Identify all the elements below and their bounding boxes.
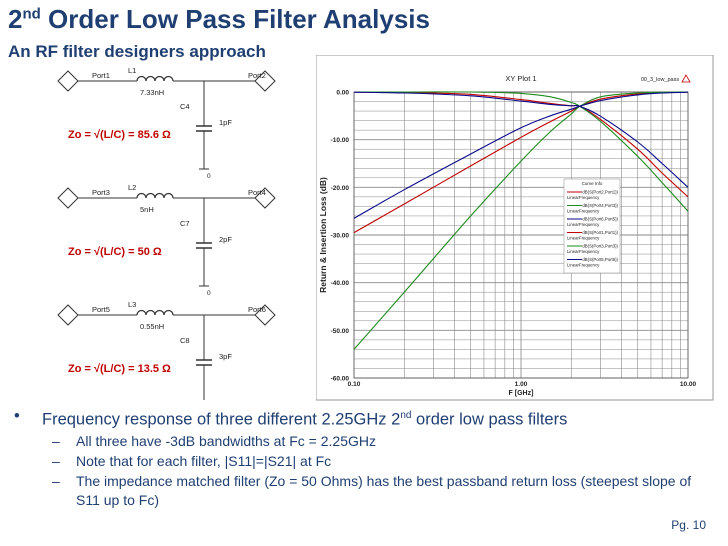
cap-name: C4 — [180, 102, 190, 111]
inductor-name: L3 — [128, 300, 136, 309]
series-line — [353, 91, 689, 350]
legend-entry-sub: LinearFrequency — [567, 222, 600, 227]
y-tick-label: -30.00 — [331, 233, 350, 240]
legend-entry-sub: LinearFrequency — [567, 195, 600, 200]
legend-title: Curve Info — [582, 181, 603, 186]
bullet-main: • Frequency response of three different 2… — [14, 407, 568, 429]
plot-legend: Curve InfodB(S(Port2,Port1))LinearFreque… — [563, 178, 621, 274]
zo-label: Zo = √(L/C) = 50 Ω — [68, 246, 162, 258]
legend-entry-sub: LinearFrequency — [567, 249, 600, 254]
slide-subtitle: An RF filter designers approach — [8, 42, 266, 61]
inductor-value: 5nH — [140, 205, 154, 214]
x-tick-label: 0.10 — [348, 381, 361, 388]
inductor-symbol — [136, 309, 174, 316]
port-in-symbol — [57, 70, 79, 92]
x-axis-label: F [GHz] — [509, 390, 534, 397]
plot-curves — [353, 91, 689, 350]
cap-name: C8 — [180, 336, 190, 345]
bullet-list: • Frequency response of three different 2… — [8, 405, 708, 510]
series-line — [353, 91, 689, 188]
zo-label: Zo = √(L/C) = 85.6 Ω — [68, 129, 171, 141]
legend-entry: dB(S(Port4,Port3)) — [582, 203, 618, 208]
series-line — [353, 91, 689, 234]
ground-label: 0 — [207, 290, 211, 297]
inductor-name: L1 — [128, 66, 136, 75]
port-in-symbol — [57, 304, 79, 326]
sub-bullet: – Note that for each filter, |S11|=|S21| … — [52, 452, 332, 469]
zo-label: Zo = √(L/C) = 13.5 Ω — [68, 363, 171, 375]
y-axis-label: Return & Insertion Loss (dB) — [318, 177, 328, 293]
x-tick-label: 10.00 — [680, 381, 697, 388]
inductor-symbol — [136, 75, 174, 82]
x-tick-label: 1.00 — [515, 381, 528, 388]
plot-title: XY Plot 1 — [505, 74, 536, 83]
legend-entry-sub: LinearFrequency — [567, 263, 600, 268]
legend-box — [563, 178, 621, 274]
plot-grid — [353, 91, 689, 379]
inductor-value: 0.55nH — [140, 322, 164, 331]
sub-bullet: – The impedance matched filter (Zo = 50 O… — [52, 472, 692, 508]
schematics: Port1 Port2 L1 7.33nH C4 1pF 0 Zo = √(L/C) = 85… — [57, 66, 276, 400]
cap-value: 1pF — [219, 118, 232, 127]
port-in-label: Port1 — [92, 71, 110, 80]
plot-frame — [316, 55, 714, 401]
port-out-symbol — [254, 304, 276, 326]
series-line — [354, 91, 689, 212]
legend-entry: dB(S(Port1,Port1)) — [582, 230, 618, 235]
port-out-symbol — [254, 187, 276, 209]
legend-entry-sub: LinearFrequency — [567, 209, 600, 214]
port-out-symbol — [254, 70, 276, 92]
port-out-label: Port4 — [248, 188, 266, 197]
warning-icon — [681, 74, 691, 83]
port-in-symbol — [57, 187, 79, 209]
legend-entry: dB(S(Port6,Port5)) — [582, 217, 618, 222]
legend-entry: dB(S(Port5,Port5)) — [582, 257, 618, 262]
xy-plot: 0.00 -10.00 -20.00 -30.00 -40.00 -50.00 -60.00… — [316, 55, 714, 401]
legend-entry: dB(S(Port3,Port3)) — [582, 244, 618, 249]
legend-entry: dB(S(Port2,Port1)) — [582, 190, 618, 195]
plot-tag: 00_3_low_pass — [641, 77, 679, 83]
port-out-label: Port6 — [248, 305, 266, 314]
y-tick-label: -10.00 — [331, 137, 350, 144]
y-tick-label: -40.00 — [331, 280, 350, 287]
y-tick-label: 0.00 — [336, 90, 349, 97]
filter-circuit: Port3 Port4 L2 5nH C7 2pF 0 Zo = √(L/C) = 50 Ω — [57, 183, 276, 297]
inductor-symbol — [136, 192, 174, 199]
series-line — [353, 91, 689, 219]
cap-name: C7 — [180, 219, 190, 228]
y-tick-label: -60.00 — [331, 376, 350, 383]
page-number: Pg. 10 — [671, 518, 706, 532]
inductor-value: 7.33nH — [140, 88, 164, 97]
filter-circuit: Port1 Port2 L1 7.33nH C4 1pF 0 Zo = √(L/C) = 85… — [57, 66, 276, 180]
cap-value: 3pF — [219, 352, 232, 361]
ground-label: 0 — [207, 173, 211, 180]
port-in-label: Port3 — [92, 188, 110, 197]
port-in-label: Port5 — [92, 305, 110, 314]
plot-labels: 0.00 -10.00 -20.00 -30.00 -40.00 -50.00 -60.00… — [318, 74, 697, 397]
plot-area-border — [353, 91, 689, 379]
inductor-name: L2 — [128, 183, 136, 192]
slide-title: 2nd Order Low Pass Filter Analysis — [8, 4, 430, 34]
legend-entry-sub: LinearFrequency — [567, 236, 600, 241]
y-tick-label: -50.00 — [331, 328, 350, 335]
port-out-label: Port2 — [248, 71, 266, 80]
y-tick-label: -20.00 — [331, 185, 350, 192]
sub-bullet: – All three have -3dB bandwidths at Fc = … — [52, 432, 376, 449]
cap-value: 2pF — [219, 235, 232, 244]
